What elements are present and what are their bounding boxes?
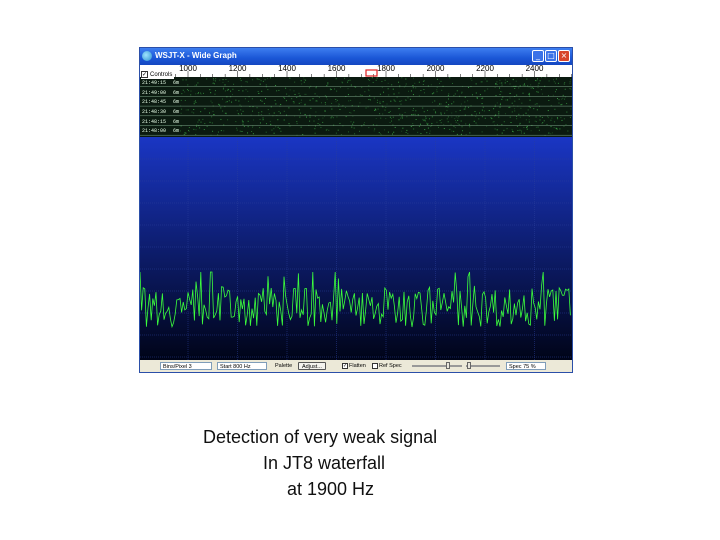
minimize-button[interactable]: _ [532,50,544,62]
zero-slider[interactable] [466,365,500,367]
wide-graph-window: WSJT-X - Wide Graph _ □ × 1000 1200 1400 16… [139,47,573,373]
timestamp-row: 21:48:45 6m [142,98,179,108]
timestamp-row: 21:48:30 6m [142,108,179,118]
timestamp-row: 21:49:15 6m [142,79,179,89]
frequency-scale[interactable]: 1000 1200 1400 1600 1800 2000 2200 2400 [140,65,572,77]
timestamp-row: 21:49:00 6m [142,89,179,99]
frequency-label: 1400 [278,65,296,73]
window-title: WSJT-X - Wide Graph [155,51,237,60]
frequency-label: 1000 [179,65,197,73]
gain-slider[interactable] [412,365,462,367]
close-button[interactable]: × [558,50,570,62]
title-bar[interactable]: WSJT-X - Wide Graph _ □ × [140,48,572,65]
frequency-label: 1800 [377,65,395,73]
waterfall-separators [140,86,572,136]
timestamp-band: 6m [170,89,180,96]
frequency-label: 2400 [526,65,544,73]
adjust-button[interactable]: Adjust... [298,362,326,370]
caption-line-2: In JT8 waterfall [263,453,386,473]
timestamp-band: 6m [170,118,180,125]
frequency-label: 1200 [229,65,247,73]
timestamp-time: 21:48:30 [142,109,167,116]
timestamp-band: 6m [170,128,180,135]
timestamp-band: 6m [170,99,180,106]
frequency-marker [365,69,378,77]
palette-label: Palette [275,363,293,369]
timestamp-row: 21:48:15 6m [142,118,179,128]
timestamp-row: 21:48:00 6m [142,127,179,137]
maximize-button[interactable]: □ [545,50,557,62]
controls-checkbox[interactable]: ✓ [141,71,148,78]
timestamp-time: 21:49:00 [142,89,167,96]
spec-percent-spinbox[interactable]: Spec 75 % [506,362,546,370]
frequency-labels: 1000 1200 1400 1600 1800 2000 2200 2400 [179,65,544,73]
waterfall-area [140,77,572,137]
gain-slider-thumb[interactable] [446,362,450,369]
wide-graph-toolbar: Bins/Pixel 3 Start 800 Hz Palette Adjust… [140,360,572,372]
spectrum-grid [140,137,572,360]
spectrum-trace [140,271,571,329]
ref-spec-toggle[interactable]: Ref Spec [372,362,402,370]
bins-per-pixel-spinbox[interactable]: Bins/Pixel 3 [160,362,212,370]
wsjt-app-icon[interactable] [142,51,152,61]
timestamp-band: 6m [170,80,180,86]
flatten-checkbox[interactable]: ✓ [342,362,348,369]
ref-spec-label: Ref Spec [379,363,402,369]
frequency-label: 2200 [476,65,494,73]
caption-line-1: Detection of very weak signal [203,427,438,447]
timestamp-time: 21:48:45 [142,99,167,106]
timestamp-time: 21:48:15 [142,118,167,125]
flatten-label: Flatten [349,363,366,369]
frequency-label: 1600 [328,65,346,73]
caption-line-3: at 1900 Hz [287,479,375,499]
timestamp-band: 6m [170,109,180,116]
ref-spec-checkbox[interactable] [372,362,378,369]
frequency-ticks [150,71,572,77]
flatten-toggle[interactable]: ✓ Flatten [342,362,366,370]
waterfall-plot[interactable] [140,77,572,360]
controls-label: Controls [150,71,173,78]
start-frequency-spinbox[interactable]: Start 800 Hz [217,362,267,370]
timestamp-time: 21:48:00 [142,128,167,135]
timestamp-list: 21:49:15 6m 21:49:00 6m 21:48:45 6m 21:48:3… [142,79,179,137]
spectrum-area [140,137,572,360]
frequency-label: 2000 [427,65,445,73]
controls-toggle[interactable]: ✓ Controls [141,70,175,79]
timestamp-time: 21:49:15 [142,80,167,86]
zero-slider-thumb[interactable] [467,362,471,369]
